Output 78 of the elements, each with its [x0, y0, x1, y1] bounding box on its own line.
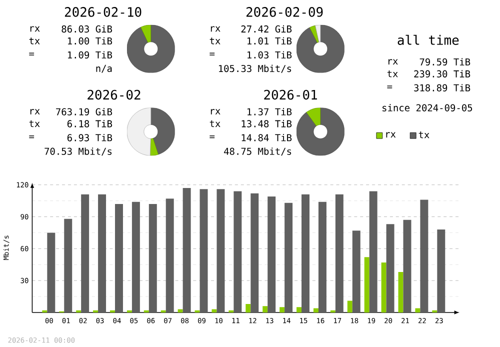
bar [132, 202, 140, 312]
bar [64, 218, 72, 312]
text: tx [29, 120, 40, 127]
bar [296, 307, 302, 312]
text: 1.03 TiB [248, 51, 292, 58]
bar [313, 308, 318, 312]
text: 86.03 GiB [62, 25, 112, 33]
bar [381, 262, 386, 312]
bar [246, 304, 251, 312]
bar [200, 189, 208, 312]
chart-title: 2026-02 [88, 90, 140, 100]
bar [420, 200, 428, 312]
bar [347, 300, 352, 312]
bar [369, 191, 378, 312]
bar [115, 204, 123, 312]
text: 70.53 Mbit/s [44, 148, 112, 156]
bar [216, 189, 225, 312]
text: = [29, 135, 34, 138]
text: n/a [96, 64, 112, 73]
text: 14.84 TiB [242, 134, 292, 142]
bar [98, 194, 106, 312]
text: rx [388, 59, 398, 64]
bar [352, 230, 360, 312]
bar [398, 272, 404, 312]
bar [284, 202, 293, 312]
text: = [210, 135, 215, 138]
bar [47, 232, 56, 312]
text: 318.89 TiB [414, 84, 470, 92]
bar [403, 220, 412, 312]
chart-title: 2026-02-09 [246, 7, 323, 17]
text: 27.42 GiB [241, 25, 292, 33]
bar [364, 257, 370, 312]
text: 48.75 Mbit/s [224, 148, 292, 156]
bar [437, 229, 446, 312]
text: tx [387, 70, 398, 78]
legend-label: rx [386, 132, 396, 138]
bar [268, 196, 276, 312]
text: 6.18 TiB [67, 120, 112, 128]
text: rx [30, 26, 40, 32]
legend-label: tx [418, 131, 430, 138]
bar [318, 202, 326, 312]
text: rx [30, 109, 40, 114]
text: = [387, 86, 392, 88]
bar [178, 309, 183, 312]
text: tx [210, 120, 220, 127]
text: 1.00 TiB [68, 37, 112, 45]
chart-title: 2026-02-10 [64, 7, 142, 17]
text: 763.19 GiB [56, 108, 112, 116]
bar [302, 194, 310, 312]
text: 1.01 TiB [248, 37, 292, 45]
text: 105.33 Mbit/s [218, 64, 292, 73]
bar [386, 224, 394, 312]
text: 1.37 TiB [248, 108, 292, 116]
bar [250, 193, 259, 312]
text: rx [210, 109, 220, 114]
text: 239.30 TiB [414, 70, 470, 78]
text: 1.09 TiB [68, 51, 112, 58]
text: rx [210, 26, 220, 32]
chart-title: 2026-01 [264, 90, 317, 100]
text: 13.48 TiB [242, 120, 292, 128]
bar [81, 194, 90, 312]
text: tx [29, 38, 40, 44]
text: since 2024-09-05 [382, 104, 472, 112]
bar [335, 194, 344, 312]
bar [280, 307, 285, 312]
bar [262, 306, 268, 312]
text: = [210, 52, 215, 56]
text: 6.93 TiB [67, 134, 112, 142]
text: 79.59 TiB [420, 58, 470, 66]
text: all time [398, 34, 459, 45]
bar [212, 309, 217, 312]
bar [234, 191, 242, 312]
bar [415, 308, 420, 312]
bar [182, 188, 191, 312]
bar [148, 204, 157, 312]
text: tx [210, 38, 220, 44]
bar [166, 198, 174, 312]
text: = [29, 52, 34, 56]
